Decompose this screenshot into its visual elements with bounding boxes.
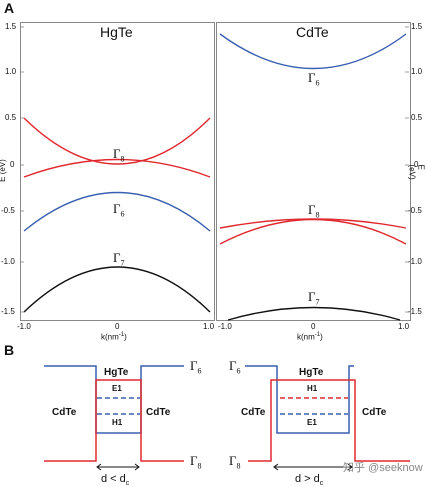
y-tick: 0.5 [411, 113, 423, 122]
y-tick: 1.0 [411, 67, 423, 76]
cdte-gamma6-label: Γ6 [308, 70, 320, 88]
left-y-axis-title: E (eV) [0, 159, 7, 182]
cdte-gamma7-band [227, 306, 401, 321]
cdte-gamma7-label: Γ7 [308, 289, 320, 307]
y-tick: 1.5 [411, 22, 423, 31]
cdte-gamma8-upper-band [219, 218, 407, 229]
cdte-title: CdTe [296, 24, 329, 40]
hgte-gamma8-upper-band [23, 117, 211, 165]
y-tick: -0.5 [408, 206, 422, 215]
cdte-gamma6-band [219, 33, 407, 70]
left-upper-subband: E1 [112, 384, 122, 393]
right-gamma6-label: Γ6 [229, 358, 241, 376]
x-tick: -1.0 [218, 322, 232, 331]
hgte-gamma8-lower-band [23, 158, 211, 178]
right-lower-subband: E1 [307, 418, 317, 427]
right-y-ticks [405, 26, 409, 313]
left-gamma8-label: Γ8 [190, 453, 202, 471]
right-width-label: d > dc [295, 473, 324, 487]
hgte-title: HgTe [100, 24, 133, 40]
x-tick: 0 [115, 322, 120, 331]
right-barrier-right: CdTe [362, 407, 387, 418]
y-tick: -0.5 [1, 206, 15, 215]
y-tick: 1.0 [5, 67, 17, 76]
cdte-gamma8-lower-band [219, 218, 407, 245]
y-tick: 1.5 [5, 22, 17, 31]
hgte-gamma8-label: Γ8 [113, 146, 125, 164]
right-gamma8-label: Γ8 [229, 453, 241, 471]
x-tick: 1.0 [203, 322, 215, 331]
hgte-gamma6-label: Γ6 [113, 201, 125, 219]
hgte-gamma7-label: Γ7 [113, 250, 125, 268]
y-tick: -1.0 [1, 257, 15, 266]
left-x-axis-title: k(nm-1) [101, 332, 127, 342]
hgte-gamma7-band [23, 266, 211, 313]
y-tick: -1.0 [408, 257, 422, 266]
right-x-axis-title: k(nm-1) [297, 332, 323, 342]
panel-a-letter: A [4, 0, 15, 16]
x-tick: -1.0 [17, 322, 31, 331]
cdte-gamma8-label: Γ8 [308, 202, 320, 220]
left-gamma6-label: Γ6 [190, 358, 202, 376]
y-tick: -1.5 [1, 307, 15, 316]
y-tick: -1.5 [408, 307, 422, 316]
left-lower-subband: H1 [112, 418, 123, 427]
left-barrier-right: CdTe [146, 407, 171, 418]
left-y-ticks [20, 26, 24, 313]
panel-b-letter: B [4, 342, 15, 358]
right-quantum-well [245, 365, 410, 471]
left-width-label: d < dc [101, 473, 130, 487]
x-tick: 0 [311, 322, 316, 331]
hgte-gamma6-band [23, 191, 211, 232]
hgte-plot-frame [20, 22, 215, 321]
right-barrier-left: CdTe [241, 407, 266, 418]
y-tick: 0 [414, 160, 419, 169]
left-quantum-well [44, 365, 184, 471]
cdte-plot-frame [216, 22, 411, 321]
right-y-axis-title: E (eV) [407, 164, 426, 180]
watermark: 知乎 @seeknow [343, 462, 423, 474]
right-upper-subband: H1 [307, 384, 318, 393]
x-tick: 1.0 [398, 322, 410, 331]
right-well-material: HgTe [299, 367, 324, 378]
left-barrier-left: CdTe [52, 407, 77, 418]
left-well-material: HgTe [104, 367, 129, 378]
y-tick: 0.5 [5, 113, 17, 122]
y-tick: 0 [10, 160, 15, 169]
